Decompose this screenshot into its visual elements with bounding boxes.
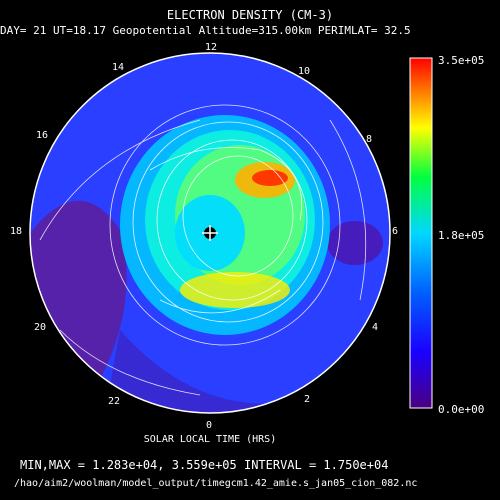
density-max-region [252, 170, 288, 186]
hour-label-8: 8 [366, 134, 373, 145]
hour-label-20: 20 [34, 322, 47, 333]
density-secondary-peak [180, 272, 290, 308]
hour-label-12: 12 [205, 42, 218, 53]
colorbar-label-min: 0.0e+00 [438, 403, 485, 416]
colorbar-label-max: 3.5e+05 [438, 54, 485, 67]
chart-title: ELECTRON DENSITY (CM-3) [166, 8, 334, 22]
hour-label-4: 4 [372, 322, 379, 333]
x-axis-label: SOLAR LOCAL TIME (HRS) [143, 434, 277, 445]
pole-marker [202, 225, 218, 241]
low-density-region-east [327, 221, 383, 265]
density-field [30, 53, 390, 413]
chart-subtitle: DAY= 21 UT=18.17 Geopotential Altitude=3… [0, 24, 411, 37]
hour-label-18: 18 [10, 226, 23, 237]
hour-label-22: 22 [108, 396, 121, 407]
plot-boundary [29, 52, 391, 414]
minmax-interval-text: MIN,MAX = 1.283e+04, 3.559e+05 INTERVAL … [20, 458, 389, 472]
colorbar-label-mid: 1.8e+05 [438, 229, 485, 242]
colorbar [409, 57, 433, 409]
hour-label-2: 2 [304, 394, 311, 405]
hour-label-10: 10 [298, 66, 311, 77]
hour-label-0: 0 [206, 420, 213, 431]
hour-label-6: 6 [392, 226, 399, 237]
hour-label-16: 16 [36, 130, 49, 141]
hour-label-14: 14 [112, 62, 125, 73]
file-path-text: /hao/aim2/woolman/model_output/timegcm1.… [14, 478, 418, 489]
low-density-region-west [30, 200, 127, 413]
